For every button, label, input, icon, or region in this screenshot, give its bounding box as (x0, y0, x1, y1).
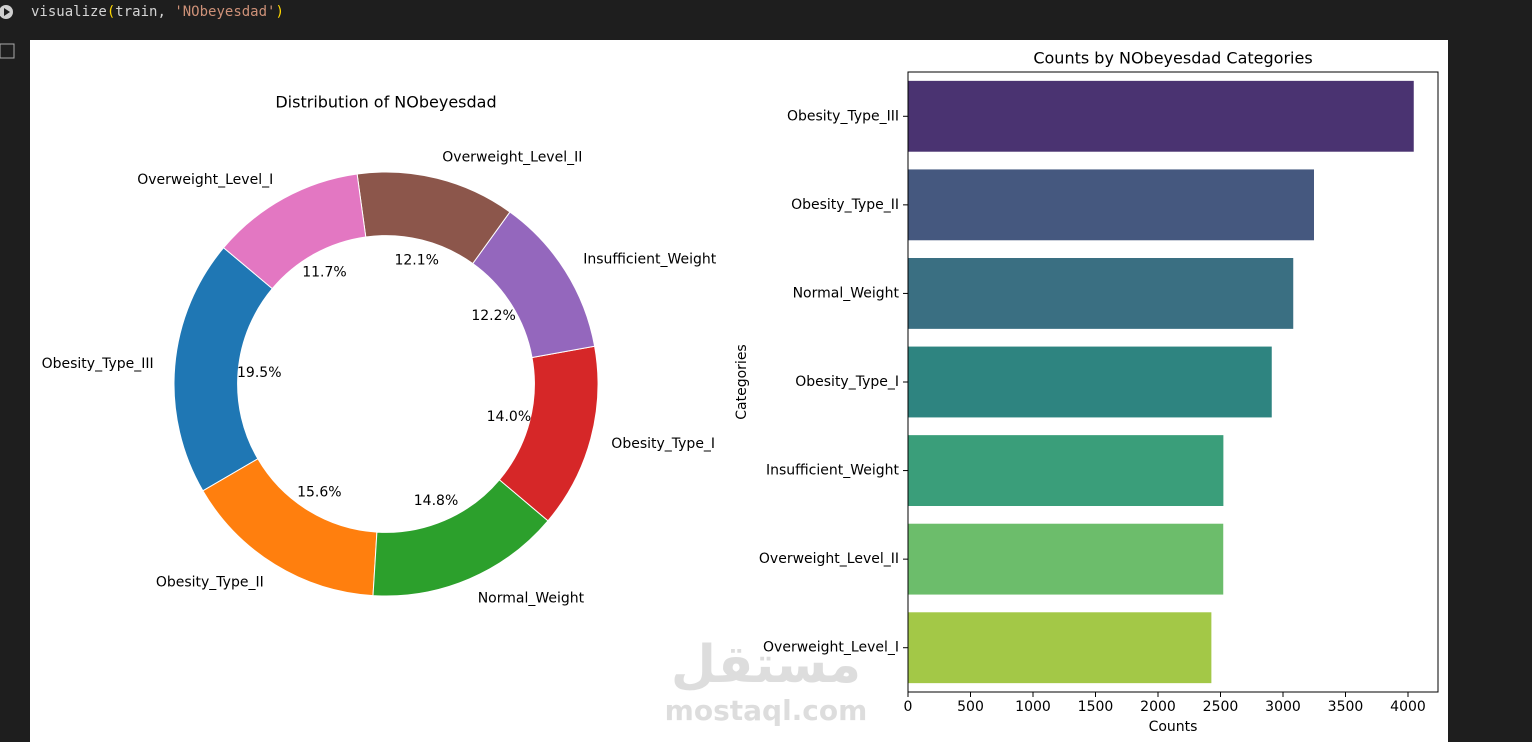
pie-label: Overweight_Level_II (442, 150, 582, 166)
x-tick-label: 2500 (1203, 699, 1239, 715)
chart-title: Counts by NObeyesdad Categories (1033, 49, 1312, 68)
y-tick-label: Insufficient_Weight (766, 463, 900, 479)
watermark-arabic: مستقل (671, 635, 861, 695)
pie-wedge (222, 173, 367, 290)
y-axis-label: Categories (734, 344, 750, 419)
pie-value-label: 14.8% (414, 493, 458, 509)
pie-value-label: 15.6% (297, 484, 341, 500)
x-tick-label: 4000 (1390, 699, 1426, 715)
x-tick-label: 3500 (1328, 699, 1364, 715)
x-tick-label: 2000 (1140, 699, 1176, 715)
bar (908, 258, 1294, 329)
bar (908, 435, 1224, 506)
pie-value-label: 12.2% (471, 308, 515, 324)
bar (908, 523, 1224, 595)
x-tick-label: 1000 (1015, 699, 1051, 715)
code-token: 'NObeyesdad' (174, 4, 275, 20)
pie-value-label: 12.1% (394, 253, 438, 269)
run-icon (4, 8, 10, 16)
watermark-latin: mostaql.com (665, 694, 868, 727)
code-token: ( (107, 4, 115, 20)
y-tick-label: Obesity_Type_III (787, 108, 899, 124)
y-tick-label: Obesity_Type_I (795, 374, 899, 390)
code-token: ) (275, 4, 283, 20)
y-tick-label: Normal_Weight (793, 285, 900, 301)
x-tick-label: 3000 (1265, 699, 1301, 715)
pie-label: Overweight_Level_I (137, 172, 273, 188)
pie-label: Insufficient_Weight (583, 252, 717, 268)
y-tick-label: Overweight_Level_I (763, 640, 899, 656)
plot-frame (907, 71, 1439, 693)
pie-label: Obesity_Type_I (611, 436, 715, 452)
y-tick-label: Overweight_Level_II (759, 551, 899, 567)
x-tick-label: 1500 (1078, 699, 1114, 715)
output-icon[interactable] (0, 43, 15, 59)
pie-value-label: 14.0% (487, 409, 531, 425)
x-tick-label: 500 (957, 699, 984, 715)
bar (908, 169, 1314, 241)
x-tick-label: 0 (904, 699, 913, 715)
pie-label: Obesity_Type_II (156, 575, 264, 591)
code-line: visualize(train, 'NObeyesdad') (31, 4, 284, 20)
code-token: train, (115, 4, 174, 20)
bar (908, 612, 1212, 684)
chart-title: Distribution of NObeyesdad (275, 93, 496, 112)
pie-value-label: 11.7% (302, 265, 346, 281)
code-token: visualize (31, 4, 107, 20)
bar (908, 346, 1272, 418)
pie-label: Normal_Weight (478, 590, 585, 606)
x-axis-label: Counts (1149, 719, 1198, 735)
y-tick-label: Obesity_Type_II (791, 197, 899, 213)
bar (908, 80, 1414, 152)
plots: Distribution of NObeyesdad Obesity_Type_I… (42, 49, 1439, 735)
pie-label: Obesity_Type_III (42, 356, 154, 372)
pie-value-label: 19.5% (237, 365, 281, 381)
